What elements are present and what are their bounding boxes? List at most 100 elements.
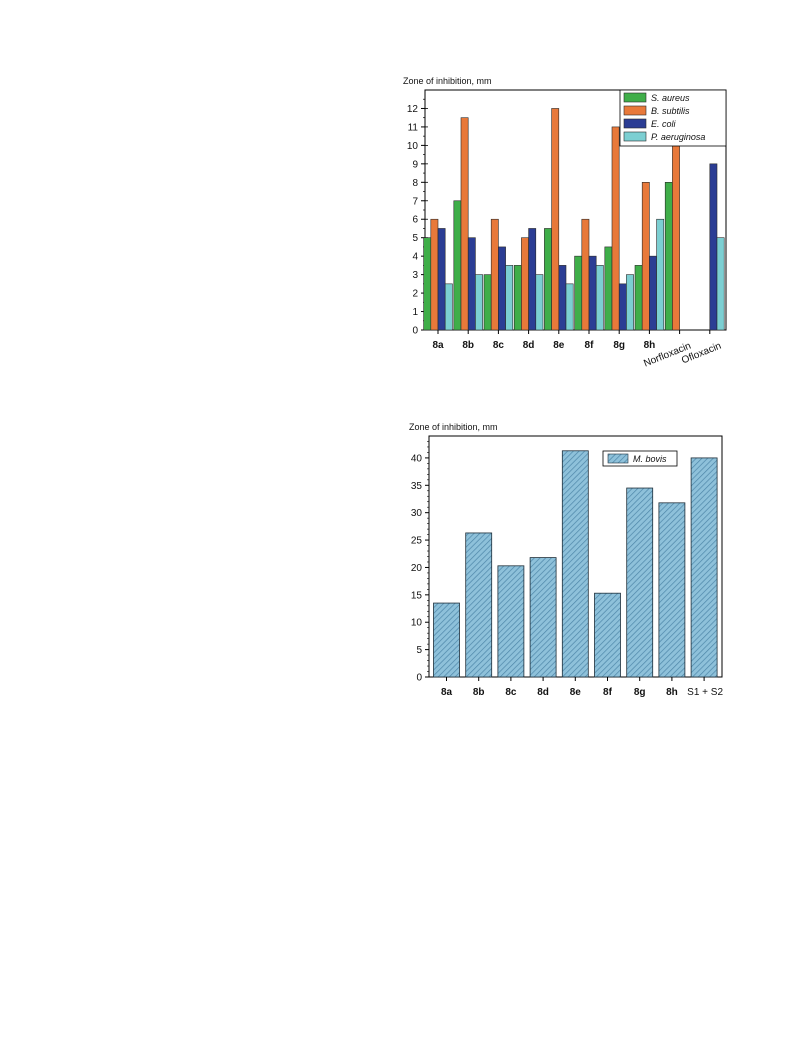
chart-1-ytick-label: 0 — [412, 326, 418, 337]
chart-1-bar-8f-1 — [574, 255, 583, 331]
chart-2-ytick-label: 25 — [411, 536, 423, 547]
chart-2-bar-8b — [465, 532, 493, 678]
chart-2-xtick-label: 8d — [537, 687, 549, 698]
chart-1-bars — [423, 108, 725, 331]
chart-1-bar-8c-1 — [483, 274, 492, 331]
chart-2-ytick-label: 10 — [411, 618, 423, 629]
chart-1-legend-swatch — [623, 92, 647, 103]
chart-1-bar-8e-2 — [551, 108, 560, 331]
chart-2-xtick-label: 8a — [441, 687, 453, 698]
chart-1-bar-8g-1 — [604, 246, 613, 331]
chart-1-legend: S. aureus B. subtilis E. coli P. aeruginosa — [619, 89, 727, 147]
chart-1-bar-Norfloxacin-2 — [672, 145, 680, 331]
chart-1-bar-8a-2 — [430, 218, 439, 331]
chart-1-xtick-label: 8b — [462, 340, 474, 351]
chart-2-ytick-label: 0 — [416, 673, 422, 684]
chart-1-bar-8h-2 — [641, 182, 650, 331]
chart-2-x-axis: 8a 8b 8c 8d 8e 8f 8g 8h S1 + S2 — [441, 677, 723, 698]
chart-1-xtick-label: 8c — [493, 340, 505, 351]
chart-2-ytick-label: 15 — [411, 590, 423, 601]
chart-1-bar-8g-4 — [626, 274, 634, 331]
chart-1-legend-label: E. coli — [651, 119, 677, 129]
chart-1-ytick-label: 2 — [412, 289, 418, 300]
chart-1-legend-label: P. aeruginosa — [651, 132, 705, 142]
chart-1-ytick-label: 9 — [412, 159, 418, 170]
chart-1-bar-8h-1 — [634, 265, 643, 331]
chart-1-bar-8b-4 — [475, 274, 483, 331]
chart-2-xtick-label: 8g — [634, 687, 646, 698]
chart-1-bar-8b-1 — [453, 200, 462, 331]
chart-1-xtick-label: 8e — [553, 340, 565, 351]
chart-1-bar-8a-1 — [423, 237, 432, 331]
chart-1-bar-8b-2 — [460, 117, 469, 331]
chart-1: Zone of inhibition, mm 0123456789101112 … — [403, 76, 727, 370]
chart-1-ytick-label: 5 — [412, 233, 418, 244]
chart-1-ytick-label: 10 — [407, 141, 419, 152]
chart-2-bar-8f — [594, 592, 621, 678]
chart-1-xtick-label: 8f — [585, 340, 595, 351]
chart-2-xtick-label: 8f — [603, 687, 613, 698]
chart-2-legend: M. bovis — [602, 450, 678, 467]
chart-1-ytick-label: 1 — [412, 307, 418, 318]
chart-2-legend-label: M. bovis — [633, 454, 667, 464]
chart-1-ytick-label: 11 — [408, 122, 419, 133]
chart-1-bar-Ofloxacin-4 — [716, 237, 725, 331]
chart-2-xtick-label: 8h — [666, 687, 678, 698]
chart-2-xtick-label: 8b — [473, 687, 485, 698]
chart-1-bar-8g-3 — [618, 283, 627, 331]
chart-1-bar-8a-3 — [437, 228, 446, 331]
chart-1-ytick-label: 3 — [412, 270, 418, 281]
chart-2-xtick-label: 8e — [570, 687, 582, 698]
chart-1-bar-8b-3 — [467, 237, 476, 331]
chart-1-legend-label: B. subtilis — [651, 106, 690, 116]
chart-1-bar-8h-3 — [649, 255, 657, 331]
chart-1-bar-8d-3 — [528, 228, 537, 331]
chart-2-legend-swatch — [607, 453, 629, 464]
chart-2-bar-8h — [658, 502, 686, 678]
chart-1-bar-8h-4 — [656, 218, 665, 331]
chart-2-ytick-label: 20 — [411, 563, 423, 574]
chart-1-bar-8e-1 — [544, 228, 552, 331]
chart-1-bar-8f-4 — [595, 265, 604, 331]
chart-1-bar-Ofloxacin-3 — [709, 163, 718, 331]
chart-2-bar-S1S2 — [690, 457, 718, 678]
chart-1-ytick-label: 7 — [412, 196, 418, 207]
chart-1-ylabel: Zone of inhibition, mm — [403, 76, 492, 86]
chart-1-bar-8d-1 — [513, 265, 522, 331]
chart-1-legend-swatch — [623, 118, 647, 129]
chart-1-bar-8a-4 — [444, 283, 453, 331]
chart-1-ytick-label: 8 — [412, 178, 418, 189]
chart-1-bar-8c-2 — [490, 218, 499, 331]
chart-1-bar-8e-4 — [565, 283, 574, 331]
chart-2-bar-8e — [561, 450, 589, 678]
chart-2-ytick-label: 35 — [411, 481, 423, 492]
chart-2-bar-8c — [497, 565, 525, 678]
chart-1-bar-8e-3 — [558, 265, 567, 331]
chart-2-xtick-label: 8c — [505, 687, 517, 698]
chart-2-y-axis: 0 5 10 15 20 25 30 35 40 — [411, 441, 429, 684]
chart-2-bar-8a — [433, 602, 460, 678]
chart-2-xtick-label: S1 + S2 — [687, 687, 723, 698]
chart-1-xtick-label: 8d — [523, 340, 535, 351]
chart-2-ytick-label: 40 — [411, 453, 423, 464]
chart-1-bar-8f-3 — [588, 255, 597, 331]
chart-1-xtick-label: 8h — [644, 340, 656, 351]
chart-1-bar-Norfloxacin-1 — [664, 182, 673, 331]
chart-2-ytick-label: 30 — [411, 508, 423, 519]
chart-1-ytick-label: 12 — [407, 104, 419, 115]
chart-2-bar-8d — [529, 557, 557, 678]
chart-1-bar-8f-2 — [581, 218, 590, 331]
chart-2-bar-8g — [626, 487, 654, 678]
chart-1-xtick-label: 8g — [613, 340, 625, 351]
chart-1-bar-8c-3 — [498, 246, 506, 331]
chart-1-ytick-label: 6 — [412, 215, 418, 226]
chart-2: Zone of inhibition, mm 0510152025303540 … — [409, 422, 723, 698]
chart-2-ytick-label: 5 — [416, 645, 422, 656]
chart-1-legend-label: S. aureus — [651, 93, 690, 103]
chart-1-xtick-label: 8a — [432, 340, 444, 351]
chart-1-bar-8g-2 — [611, 126, 620, 331]
chart-1-legend-swatch — [623, 131, 647, 142]
